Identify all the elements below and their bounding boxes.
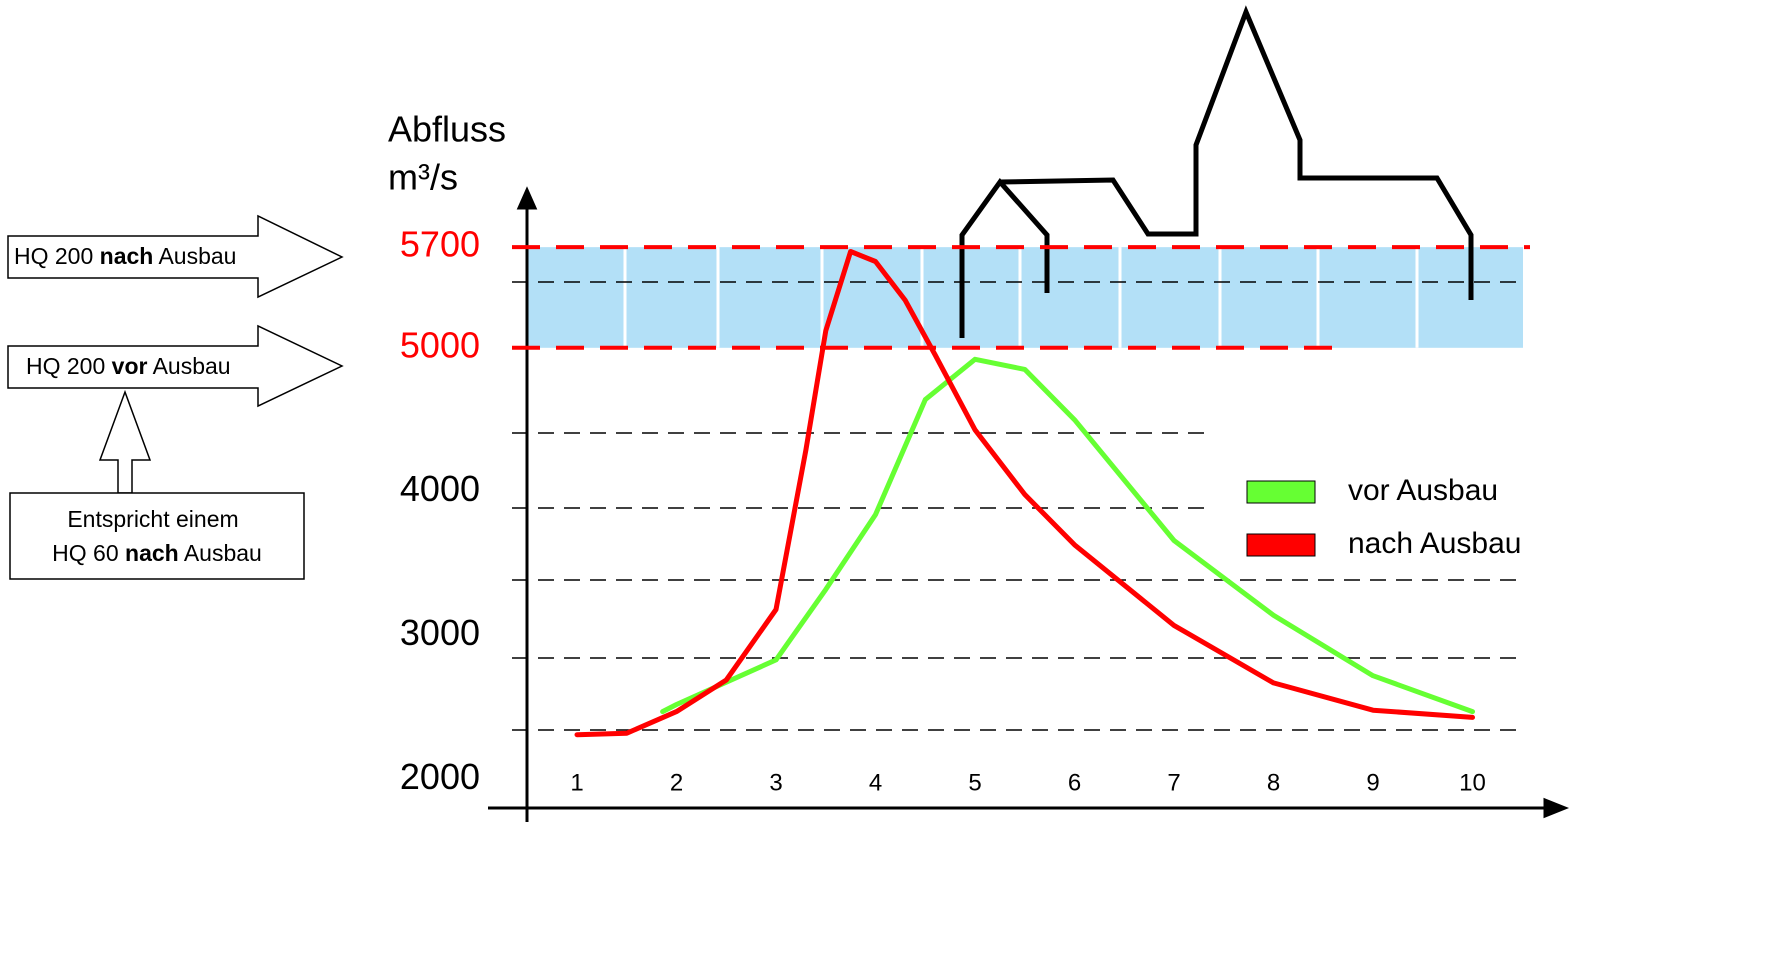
annotation: HQ 60 nach Ausbau xyxy=(52,540,262,566)
annotation-bold: nach xyxy=(125,540,179,566)
annotation-text: HQ 60 xyxy=(52,540,125,566)
annotation: HQ 200 nach Ausbau xyxy=(14,243,236,269)
x-tick-label: 3 xyxy=(769,769,782,796)
annotation-bold: nach xyxy=(100,243,154,269)
x-axis-arrow xyxy=(1545,800,1565,816)
x-tick-label: 7 xyxy=(1167,769,1180,796)
x-tick-label: 5 xyxy=(968,769,981,796)
legend-label: nach Ausbau xyxy=(1348,527,1521,560)
x-tick-label: 1 xyxy=(570,769,583,796)
legend-swatch xyxy=(1247,534,1315,556)
y-tick-label: 5700 xyxy=(400,224,480,265)
x-tick-label: 4 xyxy=(869,769,882,796)
band xyxy=(527,247,1523,348)
y-tick-label: 4000 xyxy=(400,468,480,509)
annotation-text: Ausbau xyxy=(147,353,230,379)
y-tick-label: 2000 xyxy=(400,756,480,797)
x-tick-label: 9 xyxy=(1366,769,1379,796)
y-axis-arrow xyxy=(519,190,535,208)
legend-label: vor Ausbau xyxy=(1348,474,1498,507)
annotation-bold: vor xyxy=(112,353,148,379)
x-tick-label: 8 xyxy=(1267,769,1280,796)
x-tick-label: 10 xyxy=(1459,769,1486,796)
annotation: Entspricht einem xyxy=(67,506,238,532)
y-axis-label: Abfluss xyxy=(388,109,506,150)
up-arrow xyxy=(100,392,150,493)
x-tick-label: 6 xyxy=(1068,769,1081,796)
annotation-text: Ausbau xyxy=(179,540,262,566)
background-layer xyxy=(527,247,1523,348)
annotation-text: Ausbau xyxy=(153,243,236,269)
annotation-text: HQ 200 xyxy=(14,243,100,269)
chart: Abfluss m³/s HQ 200 nach Ausbau HQ 200 v… xyxy=(0,0,1781,964)
annotation-text: HQ 200 xyxy=(26,353,112,379)
x-tick-label: 2 xyxy=(670,769,683,796)
annotation: HQ 200 vor Ausbau xyxy=(26,353,231,379)
legend-swatch xyxy=(1247,481,1315,503)
y-axis-unit: m³/s xyxy=(388,157,458,198)
y-tick-label: 5000 xyxy=(400,324,480,365)
y-tick-label: 3000 xyxy=(400,612,480,653)
